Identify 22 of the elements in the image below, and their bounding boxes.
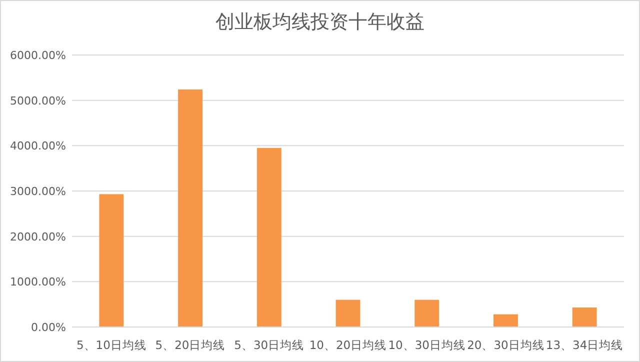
- y-tick-label: 4000.00%: [10, 140, 66, 153]
- bar: [414, 300, 440, 327]
- bar: [336, 300, 360, 327]
- y-tick-label: 2000.00%: [10, 230, 66, 244]
- bar: [572, 308, 597, 327]
- y-tick-label: 1000.00%: [10, 276, 66, 289]
- y-tick-label: 3000.00%: [10, 185, 66, 198]
- bar: [99, 194, 124, 327]
- chart-title: 创业板均线投资十年收益: [216, 11, 424, 33]
- x-tick-label: 20、30日均线: [467, 338, 544, 352]
- x-tick-label: 13、34日均线: [546, 338, 624, 352]
- x-tick-label: 5、10日均线: [76, 338, 146, 352]
- x-tick-label: 10、20日均线: [309, 338, 387, 352]
- y-tick-label: 6000.00%: [10, 49, 66, 62]
- bar: [493, 314, 518, 327]
- bar: [178, 89, 203, 327]
- y-tick-label: 0.00%: [31, 321, 66, 334]
- y-tick-label: 5000.00%: [10, 94, 66, 108]
- bar: [256, 148, 282, 327]
- x-tick-label: 5、30日均线: [234, 338, 304, 352]
- x-tick-label: 5、20日均线: [155, 338, 226, 352]
- x-tick-label: 10、30日均线: [388, 338, 466, 352]
